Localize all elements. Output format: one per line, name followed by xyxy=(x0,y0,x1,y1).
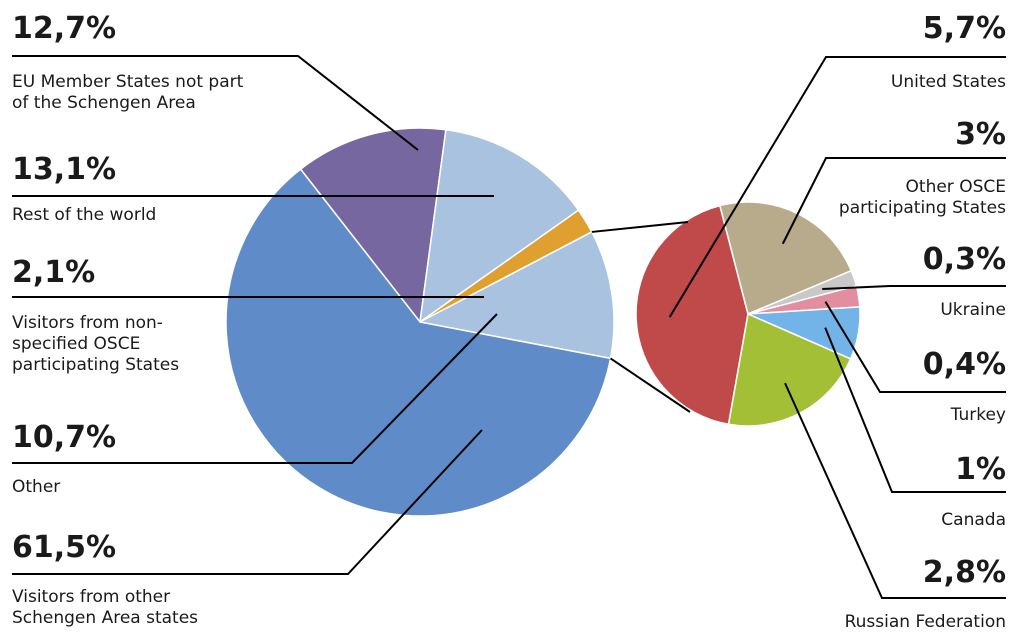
main-pie xyxy=(225,127,615,517)
slice-eu-member-states-not-part-of-the-schengen-area xyxy=(299,127,447,324)
connector-line-bottom xyxy=(609,357,691,413)
label-rest-of-world: Rest of the world xyxy=(12,205,157,225)
pct-united-states: 5,7% xyxy=(922,11,1006,46)
leader-united-states xyxy=(668,56,1006,318)
label-turkey: Turkey xyxy=(950,405,1006,425)
slice-rest-of-the-world xyxy=(419,128,580,324)
label-ukraine: Ukraine xyxy=(940,300,1006,320)
connector-lines xyxy=(591,221,691,413)
leader-schengen xyxy=(12,429,483,575)
label-canada: Canada xyxy=(941,510,1006,530)
breakdown-pie xyxy=(635,201,861,427)
label-eu-non-schengen: EU Member States not part of the Schengen… xyxy=(12,72,244,113)
slice-other xyxy=(417,230,615,360)
pct-non-specified-osce: 2,1% xyxy=(12,255,96,290)
pct-eu-non-schengen: 12,7% xyxy=(12,11,117,46)
leader-ukraine xyxy=(822,285,1006,290)
label-russian-federation: Russian Federation xyxy=(844,612,1006,632)
pct-russian-federation: 2,8% xyxy=(922,555,1006,590)
pct-turkey: 0,4% xyxy=(922,347,1006,382)
pct-other-osce: 3% xyxy=(955,117,1006,152)
label-schengen: Visitors from other Schengen Area states xyxy=(12,587,199,628)
label-non-specified-osce: Visitors from non-specified OSCE particip… xyxy=(12,313,180,375)
label-united-states: United States xyxy=(890,72,1006,92)
pct-canada: 1% xyxy=(955,452,1006,487)
pct-other: 10,7% xyxy=(12,420,117,455)
leader-eu-non-schengen xyxy=(12,55,419,151)
leader-other xyxy=(12,313,498,464)
pct-schengen: 61,5% xyxy=(12,530,117,565)
connector-line-top xyxy=(591,221,689,233)
pct-rest-of-world: 13,1% xyxy=(12,152,117,187)
pct-ukraine: 0,3% xyxy=(922,242,1006,277)
leader-canada xyxy=(824,327,1006,493)
label-other: Other xyxy=(12,477,61,497)
label-other-osce: Other OSCE participating States xyxy=(838,177,1006,218)
leader-lines xyxy=(12,55,1006,599)
breakdown-slice-russian-federation xyxy=(727,312,852,427)
slice-visitors-from-other-schengen-area-states xyxy=(225,168,612,517)
leader-russian-federation xyxy=(784,382,1006,599)
leader-other-osce xyxy=(781,157,1006,245)
leader-turkey xyxy=(824,301,1006,393)
